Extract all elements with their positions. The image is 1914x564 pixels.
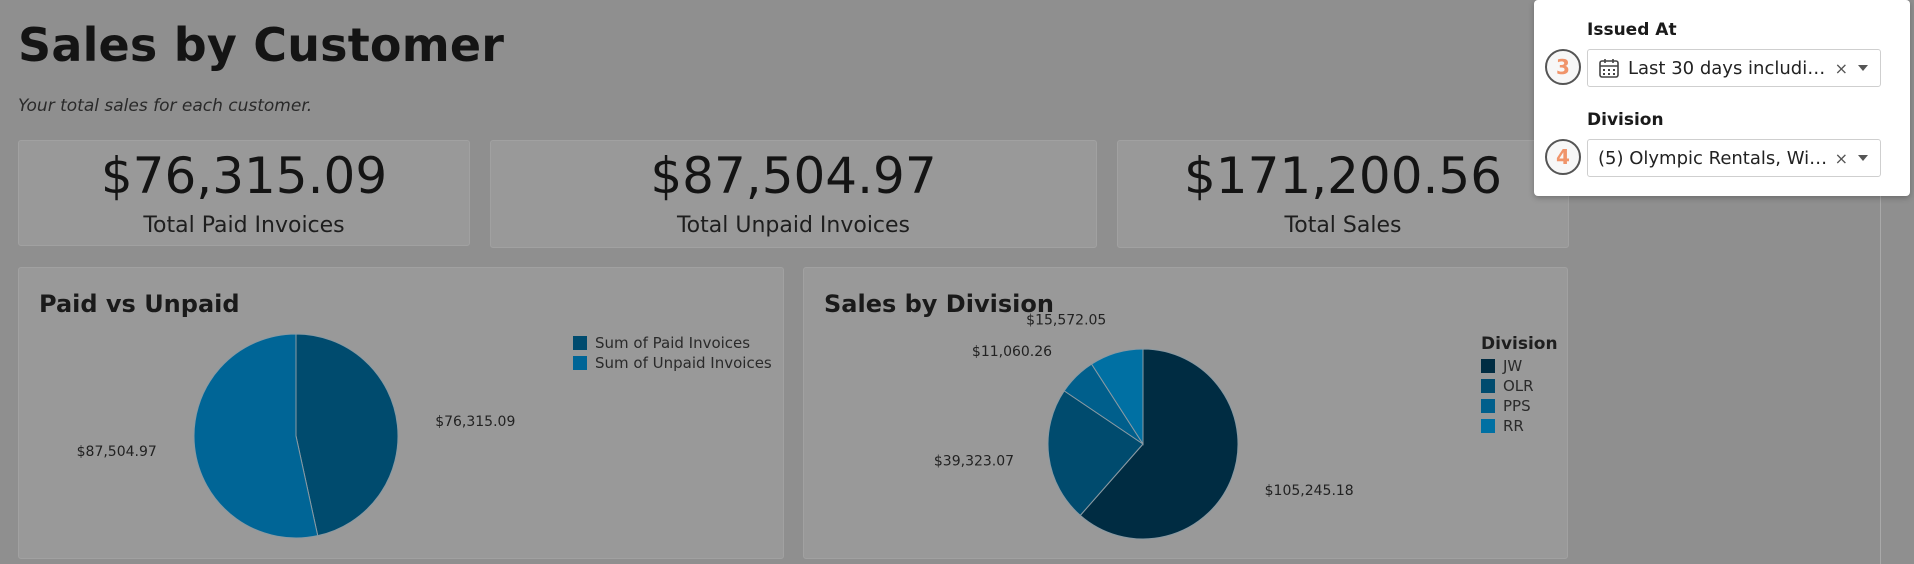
pie-slice-rr[interactable] [1090, 348, 1144, 446]
legend-label: RR [1503, 417, 1524, 435]
chart-title: Paid vs Unpaid [39, 290, 240, 318]
legend-item[interactable]: Sum of Paid Invoices [573, 333, 772, 353]
division-value: (5) Olympic Rentals, Wilso... [1598, 147, 1829, 169]
kpi-value: $87,504.97 [650, 147, 937, 205]
chart-legend: Division JW OLR PPS RR [1481, 334, 1558, 436]
legend-swatch [1481, 399, 1495, 413]
close-icon[interactable]: × [1834, 148, 1848, 168]
page-title: Sales by Customer [18, 18, 505, 72]
step-badge: 4 [1545, 139, 1581, 175]
legend-label: Sum of Unpaid Invoices [595, 354, 772, 372]
legend-swatch [1481, 379, 1495, 393]
legend-swatch [1481, 419, 1495, 433]
calendar-icon [1599, 59, 1619, 78]
chart-title: Sales by Division [824, 290, 1054, 318]
legend-item[interactable]: Sum of Unpaid Invoices [573, 353, 772, 373]
division-select[interactable]: (5) Olympic Rentals, Wilso... × [1587, 139, 1881, 177]
issued-at-select[interactable]: Last 30 days including ... × [1587, 49, 1881, 87]
kpi-value: $76,315.09 [100, 147, 388, 205]
legend-label: Sum of Paid Invoices [595, 334, 751, 352]
chevron-down-icon[interactable] [1858, 65, 1868, 71]
kpi-label: Total Sales [1284, 213, 1402, 238]
sales-by-division-pie-chart: $105,245.18 $39,323.07 $11,060.26 $15,572.0… [934, 312, 1354, 540]
legend-title: Division [1481, 334, 1558, 354]
paid-vs-unpaid-pie-chart: $76,315.09 $87,504.97 [77, 333, 515, 539]
chevron-down-icon[interactable] [1858, 155, 1868, 161]
chart-card-paid-vs-unpaid: Paid vs Unpaid $76,315.09 $87,504.97 Sum … [18, 267, 784, 559]
pie-data-label: $76,315.09 [435, 414, 515, 430]
division-label: Division [1587, 110, 1664, 130]
chart-legend: Sum of Paid Invoices Sum of Unpaid Invoic… [573, 333, 772, 373]
legend-item[interactable]: JW [1481, 356, 1558, 376]
kpi-label: Total Paid Invoices [143, 213, 345, 238]
pie-slice-sum-of-paid-invoices[interactable] [295, 333, 399, 537]
legend-item[interactable]: RR [1481, 416, 1558, 436]
kpi-card-unpaid: $87,504.97 Total Unpaid Invoices [490, 140, 1097, 248]
pie-slice-olr[interactable] [1047, 390, 1144, 517]
pie-data-label: $39,323.07 [934, 454, 1014, 470]
pie-data-label: $11,060.26 [972, 344, 1052, 360]
pie-slice-sum-of-unpaid-invoices[interactable] [193, 333, 319, 539]
legend-swatch [573, 356, 587, 370]
kpi-card-paid: $76,315.09 Total Paid Invoices [18, 140, 470, 246]
filter-panel: Issued At 3 Last 30 days including ... ×… [1534, 0, 1910, 196]
pie-data-label: $15,572.05 [1026, 312, 1106, 328]
scrollbar-track[interactable] [1880, 196, 1881, 564]
pie-slice-jw[interactable] [1079, 348, 1239, 540]
pie-data-label: $87,504.97 [77, 444, 157, 460]
kpi-label: Total Unpaid Invoices [676, 213, 911, 238]
legend-label: JW [1503, 357, 1523, 375]
issued-at-value: Last 30 days including ... [1628, 57, 1829, 79]
legend-item[interactable]: PPS [1481, 396, 1558, 416]
step-badge: 3 [1545, 49, 1581, 85]
legend-label: PPS [1503, 397, 1531, 415]
kpi-value: $171,200.56 [1183, 147, 1503, 205]
issued-at-label: Issued At [1587, 20, 1677, 40]
legend-swatch [573, 336, 587, 350]
chart-card-sales-by-division: Sales by Division $105,245.18 $39,323.07 $… [803, 267, 1568, 559]
legend-item[interactable]: OLR [1481, 376, 1558, 396]
kpi-card-total: $171,200.56 Total Sales [1117, 140, 1569, 248]
close-icon[interactable]: × [1834, 58, 1848, 78]
legend-label: OLR [1503, 377, 1534, 395]
legend-swatch [1481, 359, 1495, 373]
page-subtitle: Your total sales for each customer. [18, 96, 313, 116]
pie-data-label: $105,245.18 [1265, 483, 1354, 499]
